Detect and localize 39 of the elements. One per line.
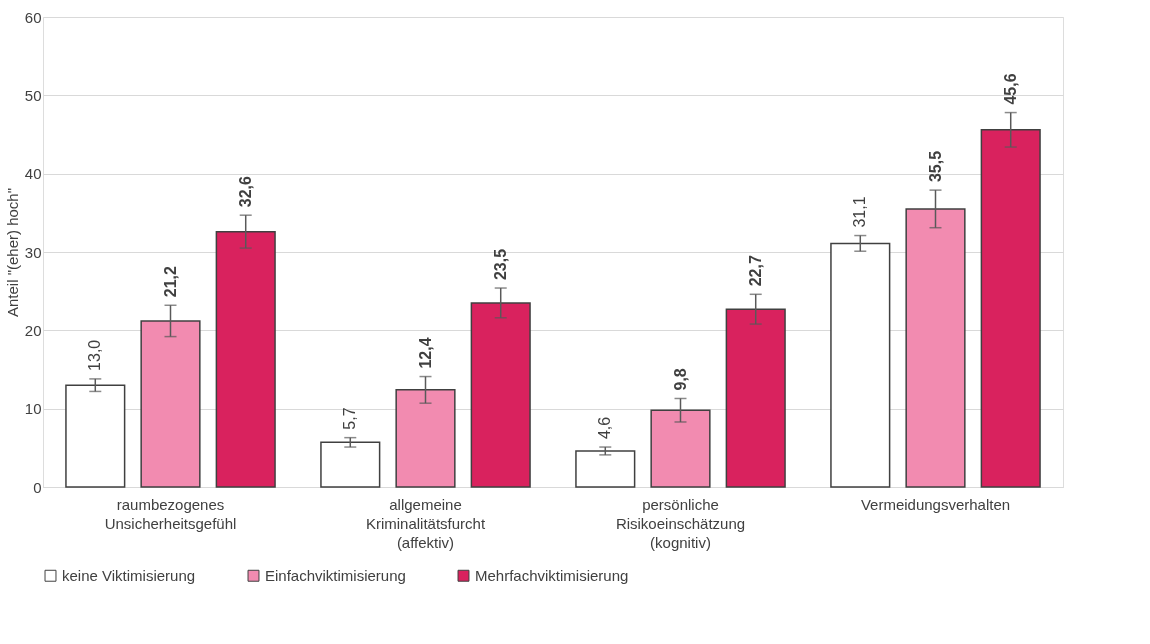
legend-label: Mehrfachviktimisierung bbox=[475, 566, 629, 584]
y-axis-title: Anteil "(eher) hoch" bbox=[3, 187, 21, 318]
data-label: 5,7 bbox=[341, 407, 359, 430]
bar bbox=[65, 384, 126, 488]
bar bbox=[830, 242, 891, 488]
data-label: 32,6 bbox=[236, 175, 254, 208]
data-label: 31,1 bbox=[851, 196, 869, 228]
x-tick-label: allgemeine Kriminalitätsfurcht (affektiv) bbox=[365, 495, 486, 551]
x-tick-label: raumbezogenes Unsicherheitsgefühl bbox=[104, 495, 237, 532]
y-tick-label: 60 bbox=[24, 8, 42, 26]
bar bbox=[470, 302, 531, 488]
data-label: 13,0 bbox=[86, 339, 104, 371]
y-tick-label: 40 bbox=[24, 165, 42, 183]
x-tick-label: persönliche Risikoeinschätzung (kognitiv) bbox=[615, 495, 746, 551]
bar bbox=[395, 389, 456, 488]
legend-label: Einfachviktimisierung bbox=[265, 566, 406, 584]
x-tick-label: Vermeidungsverhalten bbox=[860, 495, 1011, 513]
y-tick-label: 30 bbox=[24, 243, 42, 261]
bar bbox=[320, 441, 381, 488]
bar bbox=[905, 208, 966, 488]
data-label: 45,6 bbox=[1001, 73, 1019, 105]
bar bbox=[575, 450, 636, 488]
bar bbox=[140, 320, 201, 488]
bar bbox=[650, 409, 711, 488]
y-tick-label: 20 bbox=[24, 321, 42, 339]
bar bbox=[980, 129, 1041, 488]
y-tick-label: 0 bbox=[33, 478, 42, 496]
bar bbox=[215, 230, 276, 488]
data-label: 35,5 bbox=[926, 150, 944, 183]
y-tick-label: 50 bbox=[24, 86, 42, 104]
data-label: 22,7 bbox=[746, 255, 764, 287]
data-label: 21,2 bbox=[161, 266, 179, 298]
data-label: 12,4 bbox=[416, 337, 434, 369]
data-label: 9,8 bbox=[671, 368, 689, 391]
bar bbox=[725, 308, 786, 488]
data-label: 23,5 bbox=[491, 248, 509, 281]
y-tick-label: 10 bbox=[24, 400, 42, 418]
data-label: 4,6 bbox=[596, 416, 614, 440]
legend-label: keine Viktimisierung bbox=[62, 566, 196, 584]
